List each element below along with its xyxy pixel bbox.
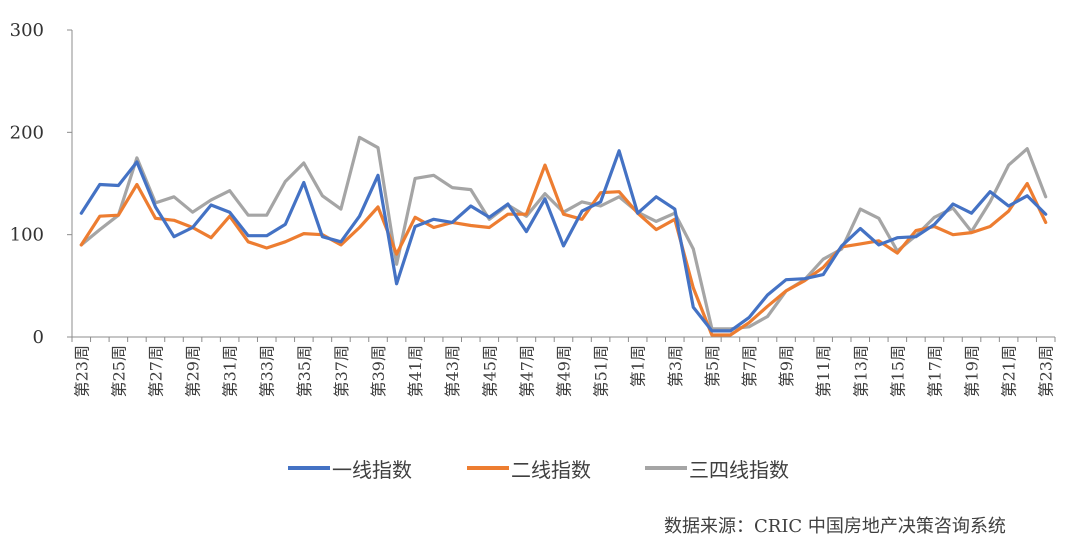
x-tick-label: 第25周 bbox=[109, 345, 128, 397]
x-tick-label: 第35周 bbox=[295, 345, 314, 397]
x-tick-label: 第49周 bbox=[555, 345, 574, 397]
series-lines bbox=[79, 135, 1048, 337]
x-tick-label: 第13周 bbox=[851, 345, 870, 397]
x-tick-label: 第27周 bbox=[146, 345, 165, 397]
x-tick-label: 第31周 bbox=[221, 345, 240, 397]
legend-label-tier2: 二线指数 bbox=[511, 457, 591, 482]
x-tick-label: 第39周 bbox=[369, 345, 388, 397]
legend: 一线指数 二线指数 三四线指数 bbox=[0, 455, 1080, 482]
legend-swatch-tier34 bbox=[645, 466, 687, 470]
x-tick-label: 第9周 bbox=[777, 345, 796, 387]
series-line bbox=[79, 163, 1048, 337]
x-tick-label: 第15周 bbox=[888, 345, 907, 397]
legend-label-tier1: 一线指数 bbox=[332, 457, 412, 482]
y-tick-label: 0 bbox=[33, 327, 44, 348]
x-tick-label: 第7周 bbox=[740, 345, 759, 387]
series-line bbox=[79, 135, 1048, 331]
x-tick-label: 第5周 bbox=[703, 345, 722, 387]
x-tick-label: 第37周 bbox=[332, 345, 351, 397]
y-tick-label: 100 bbox=[10, 225, 44, 246]
x-tick-label: 第51周 bbox=[592, 345, 611, 397]
y-tick-label: 200 bbox=[10, 122, 44, 143]
x-tick-label: 第47周 bbox=[517, 345, 536, 397]
legend-item-tier2: 二线指数 bbox=[467, 455, 591, 482]
x-tick-label: 第21周 bbox=[1000, 345, 1019, 397]
legend-label-tier34: 三四线指数 bbox=[689, 457, 789, 482]
x-tick-label: 第19周 bbox=[963, 345, 982, 397]
x-tick-label: 第43周 bbox=[443, 345, 462, 397]
x-tick-label: 第23周 bbox=[1037, 345, 1056, 397]
line-chart: 0100200300 第23周 第25周 第27周 第29周 第31周 第33周 第35周第… bbox=[10, 20, 1056, 397]
x-tick-label: 第41周 bbox=[406, 345, 425, 397]
x-tick-label: 第1周 bbox=[629, 345, 648, 387]
series-line bbox=[79, 149, 1048, 333]
data-source-note: 数据来源：CRIC 中国房地产决策咨询系统 bbox=[664, 516, 1006, 537]
y-axis: 0 100 200 300 bbox=[10, 20, 73, 348]
x-tick-label: 第17周 bbox=[925, 345, 944, 397]
legend-swatch-tier1 bbox=[288, 466, 330, 470]
x-tick-label: 第29周 bbox=[184, 345, 203, 397]
x-tick-label: 第23周 bbox=[72, 345, 91, 397]
x-tick-label: 第3周 bbox=[666, 345, 685, 387]
legend-item-tier34: 三四线指数 bbox=[645, 455, 789, 482]
x-tick-label: 第11周 bbox=[814, 345, 833, 397]
x-tick-label: 第45周 bbox=[480, 345, 499, 397]
x-tick-label: 第33周 bbox=[258, 345, 277, 397]
legend-swatch-tier2 bbox=[467, 466, 509, 470]
y-tick-label: 300 bbox=[10, 20, 44, 41]
x-axis: 第23周 第25周 第27周 第29周 第31周 第33周 第35周 第37周 第39周 第41周… bbox=[71, 336, 1056, 397]
legend-item-tier1: 一线指数 bbox=[288, 455, 412, 482]
